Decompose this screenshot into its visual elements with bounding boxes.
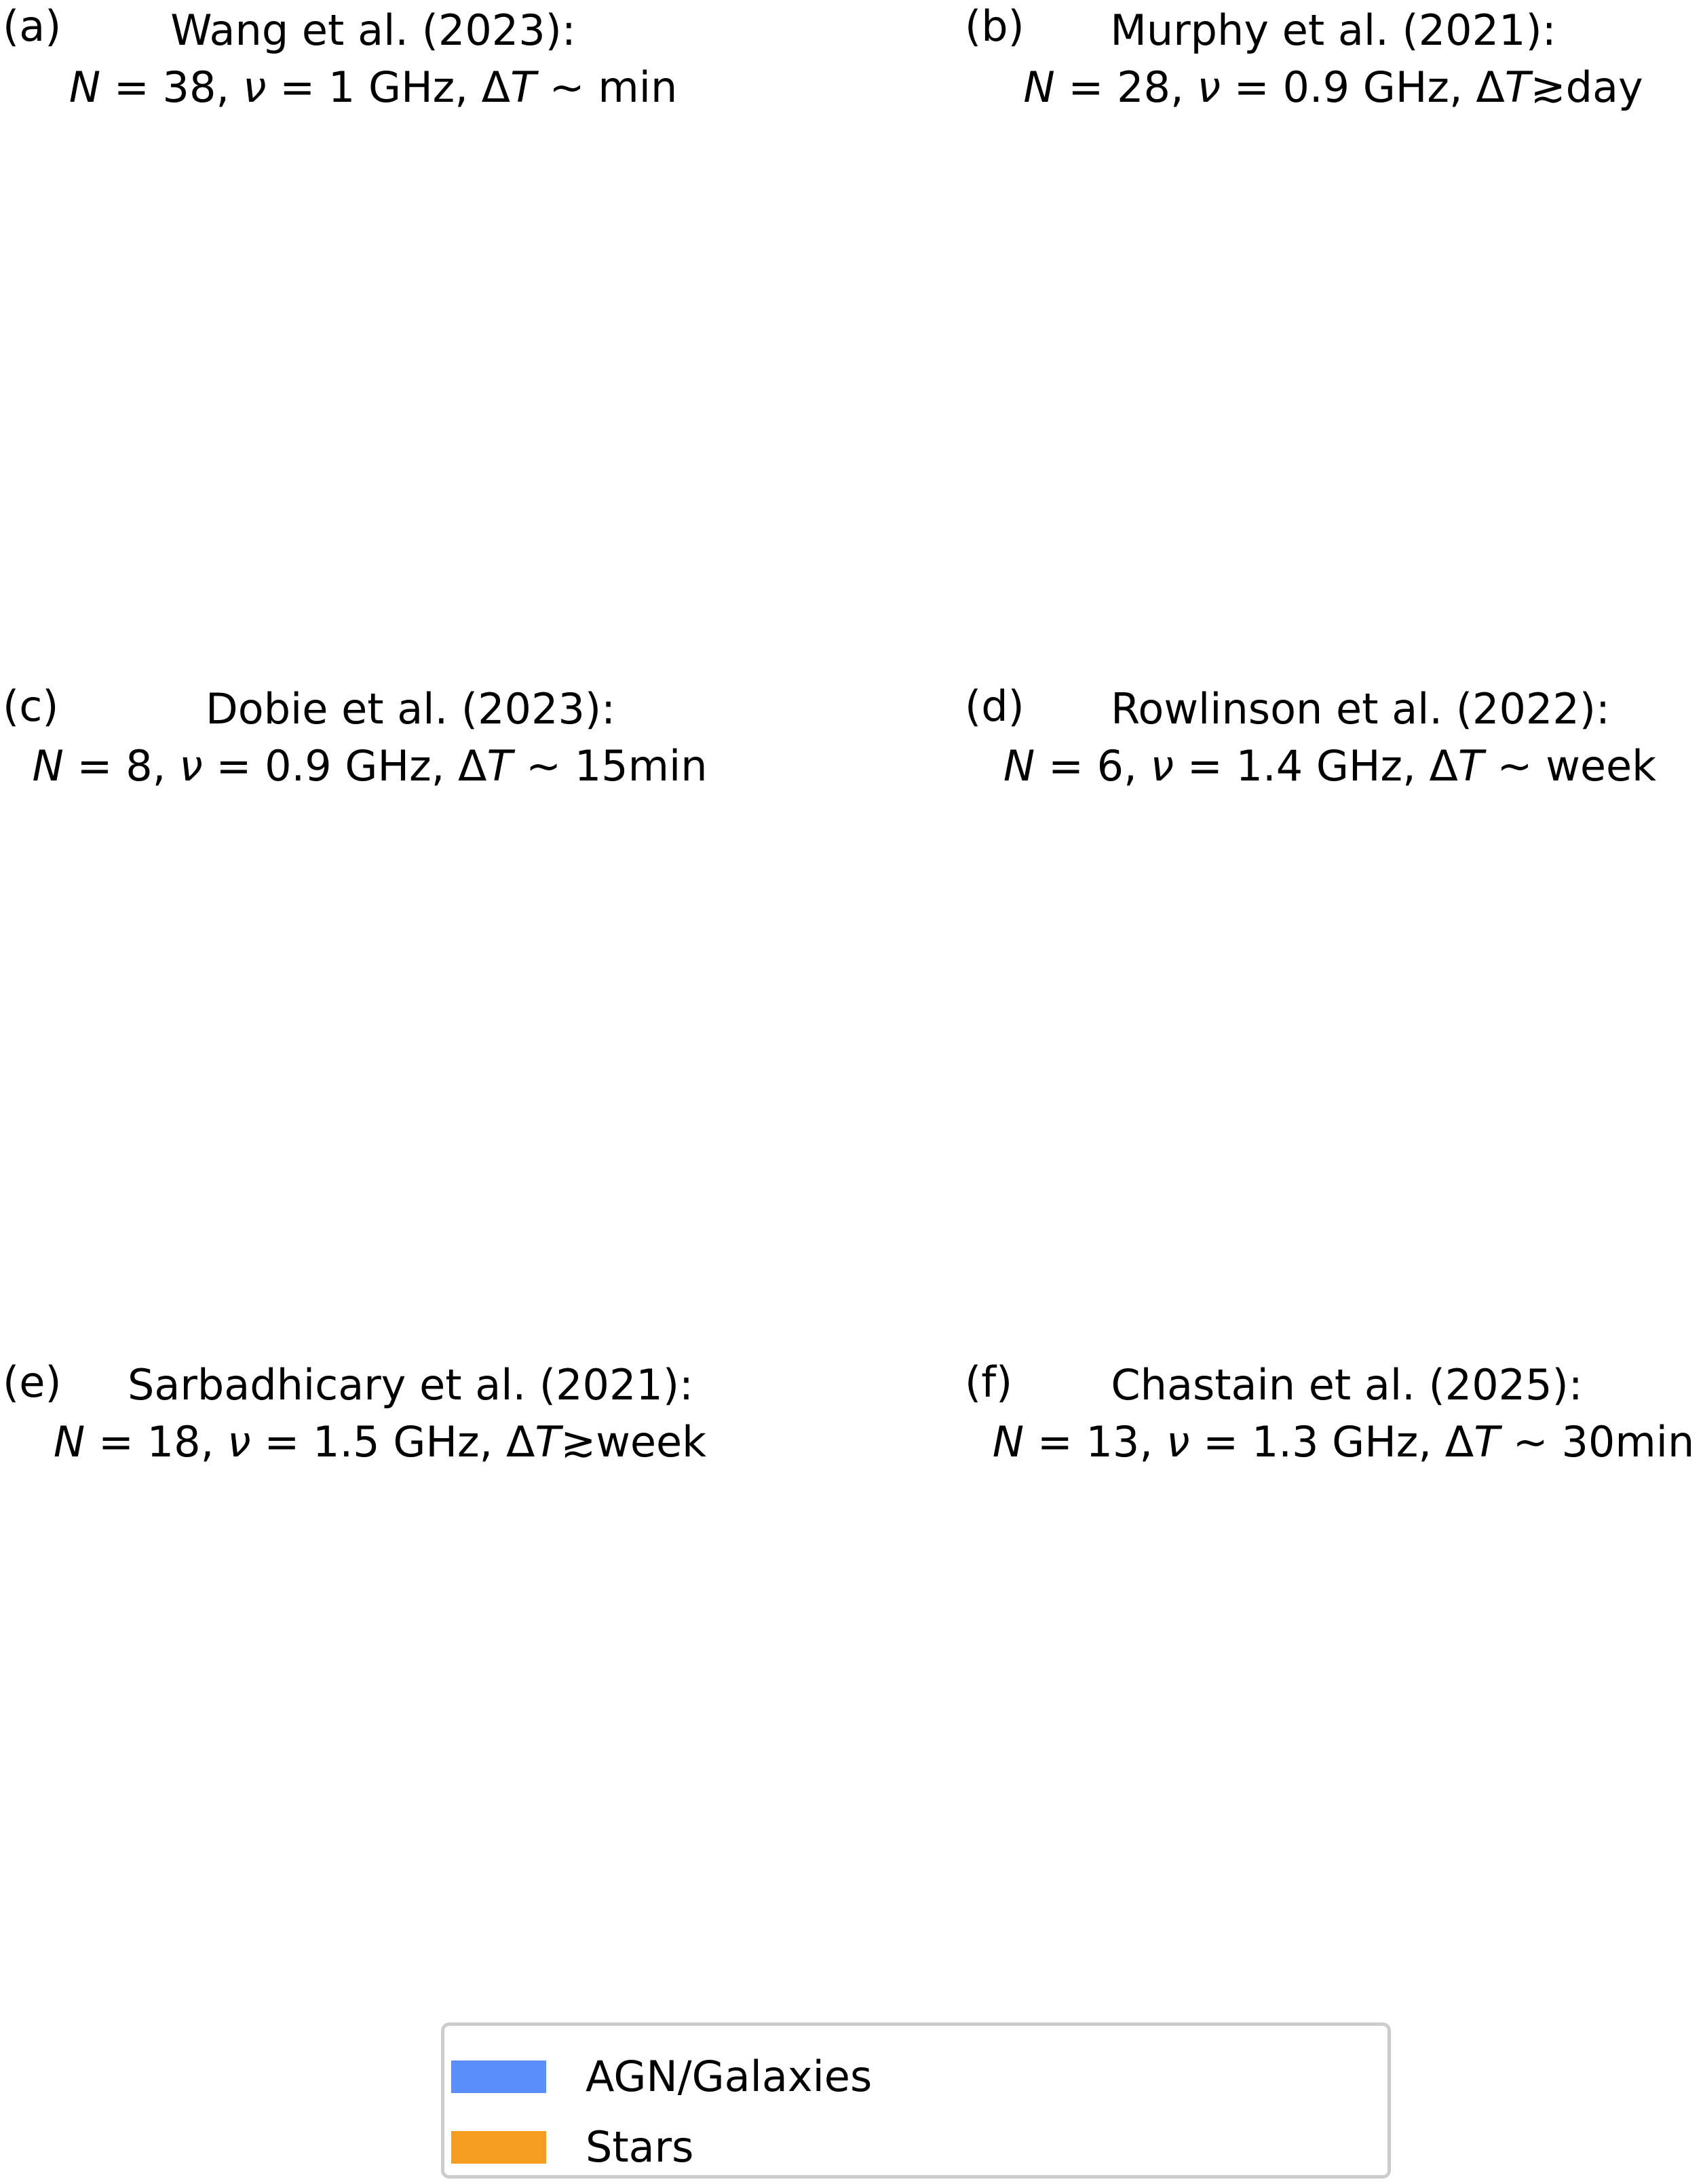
dt-rel: ~ [549, 62, 585, 112]
dt-rel: ≳ [560, 1417, 596, 1467]
legend-swatch-agn [451, 2060, 546, 2093]
dt-rel: ~ [1512, 1417, 1548, 1467]
panel-label-f: (f) [965, 1357, 1013, 1407]
panel-title-e: Sarbadhicary et al. (2021): N = 18, ν = … [14, 1364, 746, 1478]
freq-value: 0.9 [1282, 62, 1350, 112]
dt-value: week [596, 1417, 707, 1467]
panel-label-e: (e) [3, 1357, 62, 1407]
title-line1: Sarbadhicary et al. (2021): [128, 1360, 693, 1410]
dt-rel: ~ [1497, 741, 1533, 791]
n-value: 28 [1117, 62, 1170, 112]
panel-title-b: Murphy et al. (2021): N = 28, ν = 0.9 GH… [977, 10, 1689, 124]
title-line1: Chastain et al. (2025): [1111, 1360, 1583, 1410]
title-line1: Wang et al. (2023): [170, 5, 576, 55]
panel-title-d: Rowlinson et al. (2022): N = 6, ν = 1.4 … [963, 688, 1696, 802]
panel-title-f: Chastain et al. (2025): N = 13, ν = 1.3 … [943, 1364, 1703, 1478]
legend-item-agn: AGN/Galaxies [451, 2052, 872, 2101]
legend-item-stars: Stars [451, 2122, 693, 2172]
title-line2: N = 13, ν = 1.3 GHz, ΔT ~ 30min [992, 1417, 1695, 1467]
dt-value: 30min [1561, 1417, 1695, 1467]
panel-title-c: Dobie et al. (2023): N = 8, ν = 0.9 GHz,… [0, 688, 740, 802]
legend-label: Stars [586, 2122, 694, 2172]
freq-value: 1.3 [1251, 1417, 1319, 1467]
n-value: 6 [1096, 741, 1124, 791]
panel-title-a: Wang et al. (2023): N = 38, ν = 1 GHz, Δ… [34, 10, 712, 124]
panel-label-c: (c) [3, 681, 59, 731]
legend-label: AGN/Galaxies [586, 2052, 873, 2101]
title-line1: Rowlinson et al. (2022): [1111, 684, 1610, 734]
title-line2: N = 8, ν = 0.9 GHz, ΔT ~ 15min [32, 741, 708, 791]
panel-label-b: (b) [965, 1, 1025, 51]
n-value: 18 [147, 1417, 201, 1467]
n-value: 8 [126, 741, 153, 791]
dt-rel: ≳ [1530, 62, 1566, 112]
dt-value: week [1546, 741, 1657, 791]
title-line1: Dobie et al. (2023): [206, 684, 615, 734]
freq-value: 1 [328, 62, 356, 112]
freq-value: 1.4 [1236, 741, 1303, 791]
freq-value: 0.9 [265, 741, 332, 791]
panel-label-d: (d) [965, 681, 1025, 731]
n-value: 38 [162, 62, 216, 112]
legend-swatch-stars [451, 2130, 546, 2164]
dt-value: min [598, 62, 678, 112]
dt-value: day [1565, 62, 1643, 112]
dt-rel: ~ [526, 741, 562, 791]
title-line2: N = 38, ν = 1 GHz, ΔT ~ min [69, 62, 678, 112]
legend: AGN/Galaxies Stars [441, 2022, 1391, 2179]
title-line2: N = 28, ν = 0.9 GHz, ΔT≳day [1023, 62, 1643, 112]
n-value: 13 [1086, 1417, 1140, 1467]
title-line2: N = 18, ν = 1.5 GHz, ΔT≳week [53, 1417, 707, 1467]
dt-value: 15min [574, 741, 708, 791]
title-line1: Murphy et al. (2021): [1110, 5, 1556, 55]
panel-label-a: (a) [3, 1, 62, 51]
freq-value: 1.5 [313, 1417, 380, 1467]
title-line2: N = 6, ν = 1.4 GHz, ΔT ~ week [1003, 741, 1657, 791]
